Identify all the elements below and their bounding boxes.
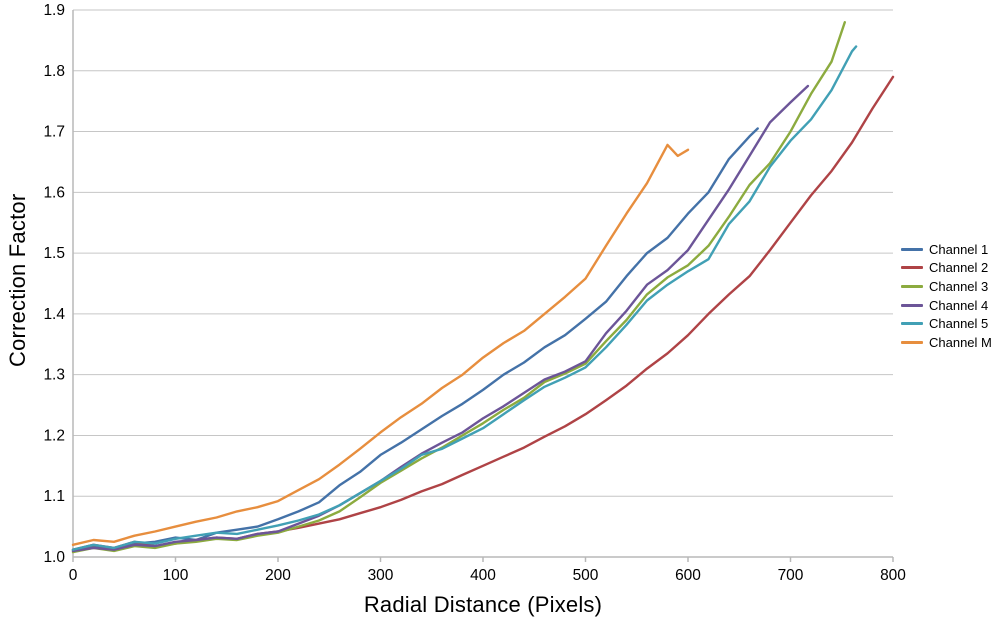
legend-label: Channel 5 [929,316,989,332]
legend-label: Channel 4 [929,297,989,313]
legend-label: Channel 3 [929,278,989,294]
y-tick-label-1.1: 1.1 [43,488,65,505]
legend-row-channel-3: Channel 3 [901,277,992,296]
axes [72,10,893,558]
legend-label: Channel 2 [929,260,989,276]
y-tick-label-1.5: 1.5 [43,245,65,262]
series-line-channel-3 [71,21,846,554]
y-axis-tick-labels: 1.0 1.1 1.2 1.3 1.4 1.5 1.6 1.7 1.8 1.9 [43,2,65,566]
legend-row-channel-5: Channel 5 [901,314,992,333]
y-tick-label-1.4: 1.4 [43,306,65,323]
x-tick-label-300: 300 [368,567,394,584]
series-line-channel-4 [71,84,810,553]
series-line-channel-5 [71,45,858,551]
y-tick-label-1.3: 1.3 [43,367,65,384]
legend-label: Channel 1 [929,241,989,257]
legend-swatch-icon [901,284,923,288]
legend-swatch-icon [901,322,923,326]
x-tick-label-400: 400 [470,567,496,584]
legend-row-channel-4: Channel 4 [901,296,992,315]
x-tick-label-500: 500 [573,567,599,584]
series-line-channel-1 [71,127,759,553]
y-tick-label-1.6: 1.6 [43,184,65,201]
x-tick-label-100: 100 [163,567,189,584]
legend: Channel 1 Channel 2 Channel 3 Channel 4 Chan… [901,240,992,352]
legend-label: Channel M [929,334,992,350]
legend-row-channel-m: Channel M [901,333,992,352]
y-tick-label-1.0: 1.0 [43,549,65,566]
x-tick-label-200: 200 [265,567,291,584]
x-axis-title: Radial Distance (Pixels) [363,592,603,617]
y-tick-label-1.9: 1.9 [43,2,65,19]
y-tick-label-1.7: 1.7 [43,124,65,141]
x-tick-label-800: 800 [880,567,906,584]
series-lines [71,21,895,554]
x-axis-ticks [72,557,894,562]
x-tick-label-700: 700 [778,567,804,584]
series-line-channel-m [71,143,690,546]
x-axis-tick-labels: 0 100 200 300 400 500 600 700 800 [69,567,907,584]
y-tick-label-1.2: 1.2 [43,427,65,444]
y-axis-title: Correction Factor [5,193,30,367]
legend-swatch-icon [901,266,923,270]
x-tick-label-600: 600 [675,567,701,584]
legend-swatch-icon [901,303,923,307]
legend-row-channel-1: Channel 1 [901,240,992,259]
x-tick-label-0: 0 [69,567,78,584]
y-tick-label-1.8: 1.8 [43,63,65,80]
series-line-channel-2 [71,75,895,551]
legend-row-channel-2: Channel 2 [901,259,992,278]
legend-swatch-icon [901,340,923,344]
gridlines [73,9,893,497]
legend-swatch-icon [901,247,923,251]
